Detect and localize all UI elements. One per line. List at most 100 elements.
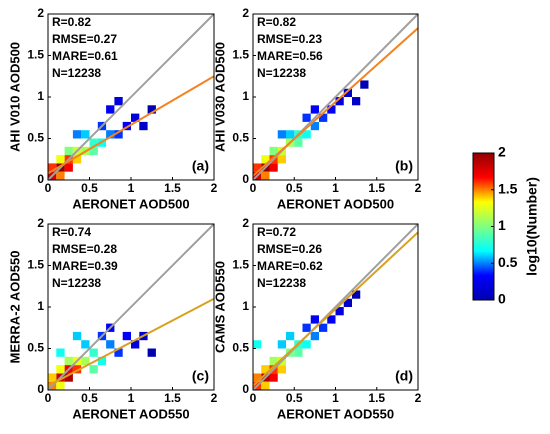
y-tick-label: 0.5 — [27, 131, 44, 145]
x-tick-label: 0 — [45, 391, 52, 405]
x-tick-label: 1 — [332, 181, 339, 195]
reference-line — [252, 223, 419, 391]
density-cell — [327, 315, 336, 324]
y-tick-label: 1.5 — [232, 48, 249, 62]
stat-annotation: RMSE=0.23 — [257, 32, 322, 46]
density-cell — [72, 365, 82, 374]
stat-annotation: RMSE=0.28 — [52, 242, 117, 256]
density-cell — [310, 105, 319, 114]
density-cell — [277, 155, 286, 164]
density-cell — [302, 323, 311, 332]
panel-tag: (d) — [395, 368, 413, 384]
density-cell — [360, 80, 369, 89]
stat-annotation: R=0.82 — [52, 15, 91, 29]
x-tick-label: 2 — [211, 181, 218, 195]
density-cell — [64, 163, 73, 172]
x-axis-label: AERONET AOD550 — [277, 406, 394, 421]
density-cell — [64, 146, 73, 156]
colorbar-tick-label: 0.5 — [498, 254, 518, 270]
density-cell — [106, 130, 115, 139]
y-tick-label: 0 — [242, 382, 249, 396]
density-cell — [56, 381, 65, 390]
panel-tag: (a) — [192, 158, 209, 174]
stat-annotation: N=12238 — [52, 66, 101, 80]
x-tick-label: 0.5 — [286, 391, 303, 405]
y-tick-label: 1 — [37, 89, 44, 103]
x-tick-label: 0.5 — [81, 181, 98, 195]
y-axis-label: AHI V010 AOD500 — [7, 42, 22, 152]
stat-annotation: N=12238 — [257, 276, 306, 290]
density-cell — [72, 130, 82, 139]
y-tick-label: 0.5 — [27, 341, 44, 355]
density-cell — [81, 356, 90, 366]
density-cell — [335, 307, 344, 316]
colorbar — [472, 152, 495, 301]
colorbar-tick-label: 1 — [498, 217, 506, 233]
x-axis-label: AERONET AOD500 — [72, 196, 189, 211]
density-cell — [139, 121, 148, 131]
density-cell — [269, 163, 278, 172]
density-cell — [64, 373, 73, 382]
density-cell — [56, 171, 65, 180]
y-tick-label: 0 — [37, 172, 44, 186]
panel-tag: (b) — [395, 158, 413, 174]
y-tick-label: 0 — [37, 382, 44, 396]
fit-line — [252, 27, 419, 177]
y-tick-label: 1 — [242, 89, 249, 103]
density-cell — [106, 340, 115, 349]
y-tick-label: 1.5 — [232, 258, 249, 272]
x-tick-label: 0 — [250, 181, 257, 195]
y-axis-label: MERRA-2 AOD550 — [7, 251, 22, 364]
density-cell — [106, 105, 115, 114]
reference-line — [47, 223, 215, 391]
density-cell — [294, 138, 303, 147]
density-cell — [277, 365, 286, 374]
density-cell — [48, 163, 57, 172]
colorbar-tick-label: 2 — [498, 144, 506, 160]
x-tick-label: 1.5 — [164, 181, 181, 195]
density-cell — [269, 356, 278, 366]
y-axis-label: CAMS AOD550 — [212, 261, 227, 353]
x-tick-label: 1.5 — [368, 181, 385, 195]
x-tick-label: 1 — [332, 391, 339, 405]
density-cell — [72, 155, 82, 164]
y-tick-label: 2 — [37, 6, 44, 20]
x-tick-label: 2 — [415, 181, 422, 195]
density-cell — [277, 340, 286, 349]
fit-line — [252, 231, 419, 387]
density-cell — [89, 138, 98, 147]
density-cell — [310, 121, 319, 131]
density-cell — [352, 290, 361, 299]
colorbar-tick-label: 0 — [498, 291, 506, 307]
y-axis-label: AHI V030 AOD500 — [212, 42, 227, 152]
x-axis-label: AERONET AOD550 — [72, 406, 189, 421]
density-cell — [147, 105, 156, 114]
stat-annotation: RMSE=0.27 — [52, 32, 117, 46]
y-tick-label: 0 — [242, 172, 249, 186]
density-cell — [286, 130, 295, 139]
x-axis-label: AERONET AOD500 — [277, 196, 394, 211]
density-cell — [310, 331, 319, 341]
density-cell — [147, 348, 156, 357]
y-tick-label: 0.5 — [232, 131, 249, 145]
x-tick-label: 1 — [128, 181, 135, 195]
density-cell — [302, 130, 311, 139]
density-cell — [131, 340, 140, 349]
density-cell — [253, 163, 262, 172]
stat-annotation: MARE=0.61 — [52, 49, 118, 63]
density-cell — [294, 348, 303, 357]
density-cell — [89, 365, 98, 374]
stat-annotation: N=12238 — [52, 276, 101, 290]
x-tick-label: 2 — [415, 391, 422, 405]
stat-annotation: MARE=0.56 — [257, 49, 323, 63]
y-tick-label: 2 — [242, 6, 249, 20]
density-cell — [319, 323, 328, 332]
density-cell — [335, 97, 344, 106]
density-cell — [114, 97, 123, 106]
density-cell — [56, 348, 65, 357]
density-cell — [277, 130, 286, 139]
x-tick-label: 1 — [128, 391, 135, 405]
y-tick-label: 0.5 — [232, 341, 249, 355]
y-tick-label: 1.5 — [27, 48, 44, 62]
x-tick-label: 0 — [45, 181, 52, 195]
